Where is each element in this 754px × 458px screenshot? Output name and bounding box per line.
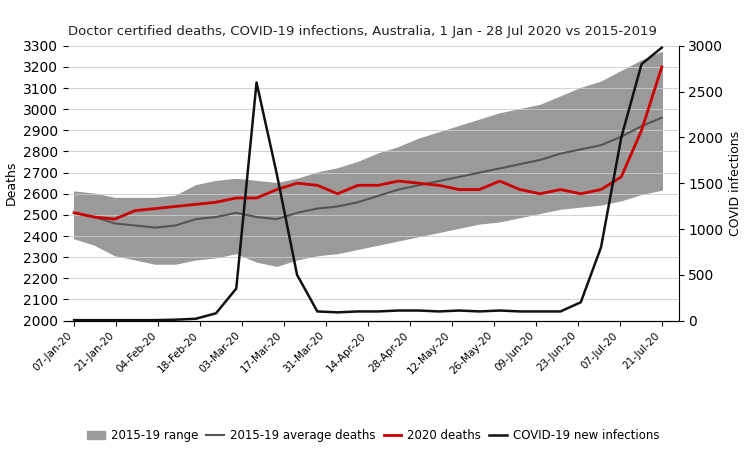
Text: Doctor certified deaths, COVID-19 infections, Australia, 1 Jan - 28 Jul 2020 vs : Doctor certified deaths, COVID-19 infect… bbox=[68, 25, 657, 38]
Legend: 2015-19 range, 2015-19 average deaths, 2020 deaths, COVID-19 new infections: 2015-19 range, 2015-19 average deaths, 2… bbox=[82, 424, 664, 447]
Y-axis label: Deaths: Deaths bbox=[5, 161, 17, 205]
Y-axis label: COVID infections: COVID infections bbox=[729, 131, 742, 236]
